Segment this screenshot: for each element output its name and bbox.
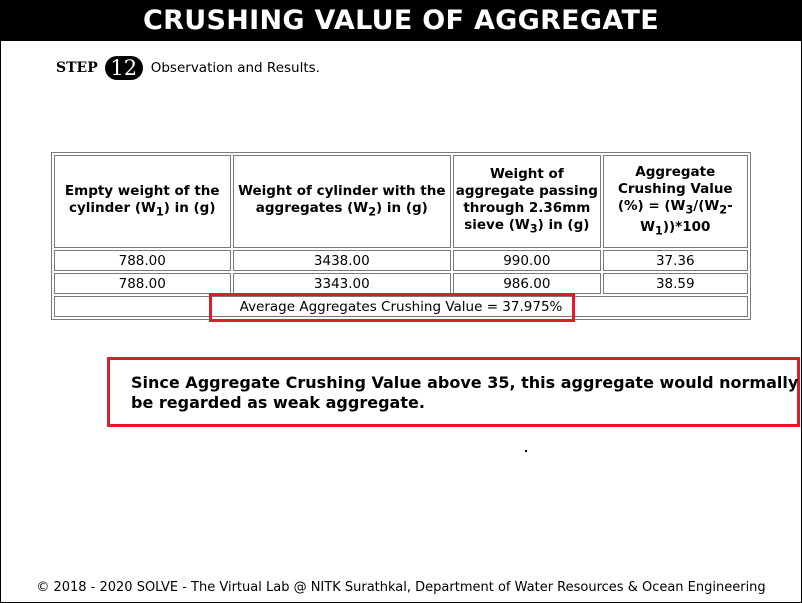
cell-w2: 3343.00 [232,273,452,294]
step-label: STEP [56,60,98,76]
average-crushing-value: Average Aggregates Crushing Value = 37.9… [54,296,748,317]
table-row: 788.00 3343.00 986.00 38.59 [54,273,748,294]
header-passing-weight: Weight of aggregate passing through 2.36… [453,155,601,248]
conclusion-text: Since Aggregate Crushing Value above 35,… [131,373,799,412]
observation-table: Empty weight of the cylinder (W1) in (g)… [51,152,751,320]
cell-w3: 990.00 [453,250,601,271]
page-title: CRUSHING VALUE OF AGGREGATE [0,0,802,41]
average-highlight-box [209,293,575,322]
table-average-row: Average Aggregates Crushing Value = 37.9… [54,296,748,317]
header-empty-weight: Empty weight of the cylinder (W1) in (g) [54,155,231,248]
cell-crushing-value: 37.36 [602,250,748,271]
footer-copyright: © 2018 - 2020 SOLVE - The Virtual Lab @ … [36,580,766,595]
stray-dot [525,450,527,452]
step-indicator: STEP 12 Observation and Results. [56,56,320,80]
cell-w2: 3438.00 [232,250,452,271]
step-description: Observation and Results. [150,60,320,76]
cell-crushing-value: 38.59 [602,273,748,294]
header-crushing-value: Aggregate Crushing Value (%) = (W3/(W2-W… [602,155,748,248]
table-header-row: Empty weight of the cylinder (W1) in (g)… [54,155,748,248]
cell-w3: 986.00 [453,273,601,294]
cell-w1: 788.00 [54,250,231,271]
cell-w1: 788.00 [54,273,231,294]
header-cylinder-weight: Weight of cylinder with the aggregates (… [232,155,452,248]
conclusion-highlight-box [107,357,800,427]
table-row: 788.00 3438.00 990.00 37.36 [54,250,748,271]
step-number-badge: 12 [104,56,143,80]
